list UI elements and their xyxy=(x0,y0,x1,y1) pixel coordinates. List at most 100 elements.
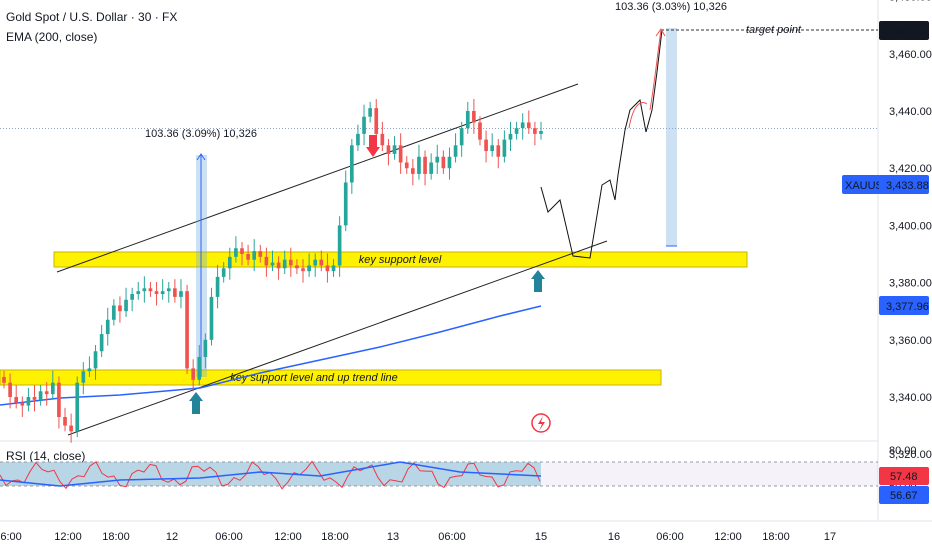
candle xyxy=(465,101,470,134)
candle xyxy=(148,282,153,297)
candle-body xyxy=(124,299,128,312)
candle-body xyxy=(57,382,61,418)
candle xyxy=(179,279,183,309)
candle-body xyxy=(435,156,440,163)
candle-body xyxy=(337,225,342,266)
channel-lower-trendline xyxy=(67,240,608,436)
rsi-band xyxy=(0,462,878,486)
candle-body xyxy=(252,251,257,260)
candle xyxy=(478,116,482,146)
candle xyxy=(209,287,214,346)
candle-body xyxy=(50,382,55,395)
y-tick-label: 3,440.00 xyxy=(889,106,932,118)
candle-body xyxy=(81,371,86,383)
candle-body xyxy=(307,265,311,272)
candle-body xyxy=(356,133,360,146)
ema-200-line xyxy=(0,305,542,406)
candle-body xyxy=(478,122,482,140)
candle-body xyxy=(386,145,391,154)
candle-body xyxy=(185,291,189,369)
candle xyxy=(197,344,202,386)
candle-body xyxy=(343,182,348,226)
candle-body xyxy=(20,402,25,406)
candle xyxy=(166,282,171,303)
price-badge-ema-value: 3,377.96 xyxy=(886,301,929,313)
candle xyxy=(20,396,25,418)
candle xyxy=(441,150,446,174)
x-tick-label: 16 xyxy=(608,531,620,543)
candle xyxy=(453,133,458,163)
price-badge-current xyxy=(879,175,929,194)
x-tick-label: 13 xyxy=(387,531,399,543)
candle xyxy=(246,244,250,266)
candle xyxy=(319,250,324,272)
candle-body xyxy=(26,397,31,406)
candle-body xyxy=(331,265,336,272)
candle xyxy=(2,370,6,389)
candle-body xyxy=(508,133,513,140)
candle-body xyxy=(160,291,165,295)
down-arrow-top xyxy=(366,135,380,157)
candle-body xyxy=(429,162,433,174)
candle xyxy=(258,244,263,263)
candle-body xyxy=(447,156,452,169)
candle xyxy=(215,264,220,309)
price-badge-current-value: 3,433.88 xyxy=(886,180,929,192)
candle xyxy=(398,133,403,174)
candle-body xyxy=(490,145,495,152)
candle xyxy=(349,139,354,194)
target-arrowhead xyxy=(655,28,666,37)
candle-body xyxy=(264,256,269,266)
candle-body xyxy=(270,262,275,266)
candle xyxy=(99,324,104,357)
x-tick-label: 12:00 xyxy=(274,531,302,543)
candle xyxy=(368,101,372,123)
candle xyxy=(191,359,196,392)
candle xyxy=(539,121,543,140)
key-support-zone-upper-label: key support level xyxy=(359,254,442,266)
candle-body xyxy=(69,425,73,432)
candle-body xyxy=(44,391,49,395)
measure-arrowhead-left xyxy=(196,153,206,161)
candle xyxy=(118,296,122,323)
candle xyxy=(423,150,427,186)
candle-body xyxy=(533,128,537,134)
candle xyxy=(411,159,415,186)
candle-body xyxy=(526,122,531,129)
y-tick-label: 3,340.00 xyxy=(889,392,932,404)
candle xyxy=(8,373,12,409)
candle-body xyxy=(8,382,12,397)
candle-body xyxy=(398,145,403,163)
up-arrow-right xyxy=(531,270,545,292)
rsi-indicator-label[interactable]: RSI (14, close) xyxy=(6,449,86,463)
candle-body xyxy=(502,139,507,157)
candle-body xyxy=(459,128,464,146)
candle-body xyxy=(246,254,250,260)
candle-body xyxy=(258,251,263,257)
candle-body xyxy=(209,296,214,340)
candle-body xyxy=(234,248,238,257)
candle-body xyxy=(374,108,379,134)
candle xyxy=(429,153,433,180)
projection-path xyxy=(540,29,663,259)
candle xyxy=(490,133,495,157)
projection-path-red-2 xyxy=(649,29,662,111)
y-tick-label: 3,380.00 xyxy=(889,278,932,290)
candle-body xyxy=(417,156,421,174)
candle-body xyxy=(472,111,476,123)
candle xyxy=(404,156,409,174)
key-support-zone-lower xyxy=(0,369,662,386)
candle-body xyxy=(301,268,305,272)
candle-body xyxy=(99,334,104,352)
candle-body xyxy=(295,265,299,269)
candle xyxy=(502,130,507,163)
candle xyxy=(112,299,116,326)
candle-body xyxy=(404,162,409,169)
candle xyxy=(81,362,86,395)
candle xyxy=(63,407,67,432)
y-tick-label: 3,360.00 xyxy=(889,335,932,347)
candle-body xyxy=(32,397,37,400)
candle xyxy=(276,256,281,280)
ema-indicator-label[interactable]: EMA (200, close) xyxy=(6,30,98,44)
